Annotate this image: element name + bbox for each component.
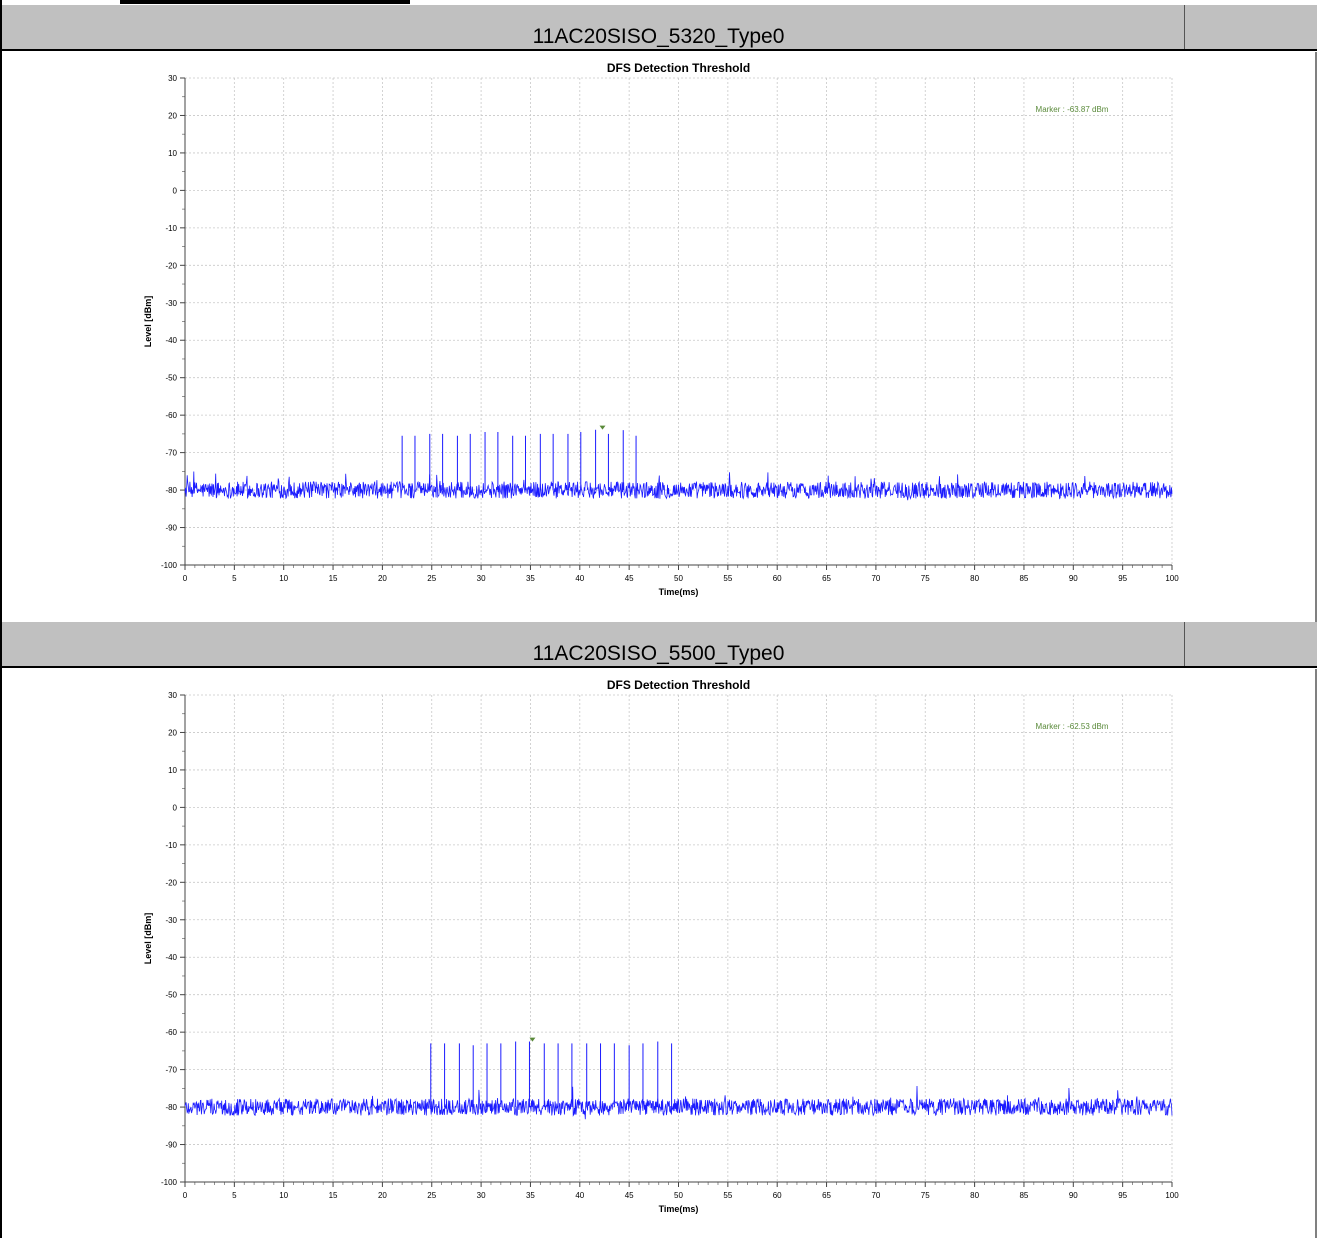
x-tick-label: 30	[477, 1191, 486, 1200]
x-tick-label: 65	[822, 574, 831, 583]
x-tick-label: 20	[378, 574, 387, 583]
dfs-chart-2: DFS Detection Threshold3020100-10-20-30-…	[143, 669, 1317, 1238]
y-tick-label: -80	[165, 486, 177, 495]
y-tick-label: 20	[168, 728, 177, 737]
y-tick-label: -10	[165, 841, 177, 850]
x-tick-label: 75	[921, 574, 930, 583]
x-tick-label: 95	[1118, 574, 1127, 583]
y-tick-label: -40	[165, 336, 177, 345]
x-tick-label: 50	[674, 1191, 683, 1200]
x-tick-label: 15	[329, 574, 338, 583]
x-tick-label: 45	[625, 574, 634, 583]
y-tick-label: 30	[168, 74, 177, 83]
y-tick-label: -70	[165, 1066, 177, 1075]
x-tick-label: 30	[477, 574, 486, 583]
y-tick-label: -30	[165, 299, 177, 308]
y-tick-label: 20	[168, 111, 177, 120]
section-header-title: 11AC20SISO_5320_Type0	[532, 25, 785, 48]
x-tick-label: 35	[526, 574, 535, 583]
y-tick-label: -70	[165, 449, 177, 458]
y-tick-label: 10	[168, 766, 177, 775]
x-tick-label: 55	[723, 574, 732, 583]
dfs-chart-1: DFS Detection Threshold3020100-10-20-30-…	[143, 52, 1317, 622]
y-tick-label: -60	[165, 1028, 177, 1037]
x-tick-label: 95	[1118, 1191, 1127, 1200]
x-tick-label: 25	[427, 574, 436, 583]
x-tick-label: 60	[773, 574, 782, 583]
y-tick-label: 10	[168, 149, 177, 158]
marker-readout: Marker : -62.53 dBm	[1036, 722, 1109, 731]
y-tick-label: -100	[161, 1178, 178, 1187]
x-tick-label: 45	[625, 1191, 634, 1200]
top-heading-fragment	[120, 0, 410, 4]
x-tick-label: 5	[232, 574, 237, 583]
y-tick-label: -10	[165, 224, 177, 233]
y-tick-label: -50	[165, 991, 177, 1000]
y-tick-label: -90	[165, 524, 177, 533]
x-tick-label: 100	[1165, 574, 1179, 583]
section-header-2: 11AC20SISO_5500_Type0	[0, 622, 1317, 668]
y-tick-label: -80	[165, 1103, 177, 1112]
y-axis-label: Level [dBm]	[143, 913, 153, 965]
section-header-1: 11AC20SISO_5320_Type0	[0, 5, 1317, 51]
marker-readout: Marker : -63.87 dBm	[1036, 105, 1109, 114]
x-tick-label: 100	[1165, 1191, 1179, 1200]
x-tick-label: 75	[921, 1191, 930, 1200]
x-tick-label: 10	[279, 574, 288, 583]
y-tick-label: -60	[165, 411, 177, 420]
signal-trace	[184, 1085, 1173, 1120]
x-tick-label: 0	[183, 574, 188, 583]
x-tick-label: 40	[575, 1191, 584, 1200]
x-tick-label: 80	[970, 1191, 979, 1200]
y-tick-label: 0	[173, 186, 178, 195]
x-axis-label: Time(ms)	[659, 1204, 699, 1214]
x-tick-label: 20	[378, 1191, 387, 1200]
marker-triangle	[529, 1037, 536, 1042]
y-tick-label: 30	[168, 691, 177, 700]
x-tick-label: 10	[279, 1191, 288, 1200]
x-tick-label: 15	[329, 1191, 338, 1200]
x-tick-label: 25	[427, 1191, 436, 1200]
y-tick-label: -90	[165, 1141, 177, 1150]
y-tick-label: -50	[165, 374, 177, 383]
section-header-title: 11AC20SISO_5500_Type0	[532, 642, 785, 665]
marker-triangle	[599, 425, 606, 430]
y-tick-label: -20	[165, 878, 177, 887]
chart-title: DFS Detection Threshold	[607, 678, 750, 692]
x-tick-label: 40	[575, 574, 584, 583]
x-tick-label: 35	[526, 1191, 535, 1200]
x-tick-label: 70	[871, 1191, 880, 1200]
y-tick-label: -40	[165, 953, 177, 962]
x-tick-label: 55	[723, 1191, 732, 1200]
x-tick-label: 85	[1019, 574, 1028, 583]
y-axis-label: Level [dBm]	[143, 296, 153, 348]
table-left-border	[0, 0, 2, 1238]
x-tick-label: 80	[970, 574, 979, 583]
y-tick-label: 0	[173, 803, 178, 812]
y-tick-label: -30	[165, 916, 177, 925]
x-axis-label: Time(ms)	[659, 587, 699, 597]
x-tick-label: 70	[871, 574, 880, 583]
x-tick-label: 85	[1019, 1191, 1028, 1200]
y-tick-label: -20	[165, 261, 177, 270]
signal-trace	[184, 471, 1173, 501]
x-tick-label: 90	[1069, 574, 1078, 583]
chart-title: DFS Detection Threshold	[607, 61, 750, 75]
x-tick-label: 50	[674, 574, 683, 583]
y-tick-label: -100	[161, 561, 178, 570]
x-tick-label: 5	[232, 1191, 237, 1200]
x-tick-label: 90	[1069, 1191, 1078, 1200]
x-tick-label: 0	[183, 1191, 188, 1200]
x-tick-label: 60	[773, 1191, 782, 1200]
x-tick-label: 65	[822, 1191, 831, 1200]
